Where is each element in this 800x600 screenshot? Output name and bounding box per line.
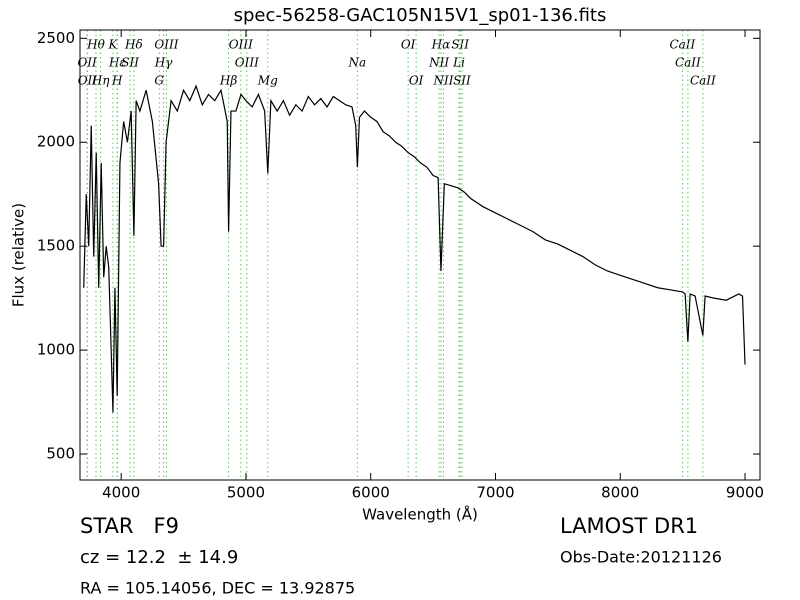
survey: LAMOST DR1	[560, 514, 698, 538]
y-tick-label: 2500	[37, 29, 75, 47]
x-tick-label: 9000	[726, 484, 764, 502]
x-tick-label: 6000	[352, 484, 390, 502]
coordinates: RA = 105.14056, DEC = 13.92875	[80, 579, 355, 598]
line-label: OIII	[229, 38, 253, 52]
line-label: CaII	[669, 38, 695, 52]
line-label: SII	[451, 38, 469, 52]
y-tick-label: 2000	[37, 133, 75, 151]
line-label: CaII	[675, 56, 701, 70]
object-class: STAR F9	[80, 514, 179, 538]
line-label: NII	[432, 74, 453, 88]
y-tick-label: 1500	[37, 237, 75, 255]
y-tick-label: 500	[46, 445, 75, 463]
line-label: Hβ	[219, 74, 237, 88]
x-tick-label: 5000	[227, 484, 265, 502]
line-label: SII	[121, 56, 139, 70]
line-label: Hδ	[124, 38, 143, 52]
line-label: CaII	[690, 74, 716, 88]
line-label: Na	[348, 56, 367, 70]
line-label: OI	[409, 74, 424, 88]
line-label: OII	[78, 74, 98, 88]
line-label: Hθ	[86, 38, 105, 52]
line-label: OI	[401, 38, 416, 52]
line-label: OIII	[235, 56, 259, 70]
x-tick-label: 4000	[102, 484, 140, 502]
line-label: H	[111, 74, 123, 88]
obs-date: Obs-Date:20121126	[560, 548, 722, 567]
y-tick-label: 1000	[37, 341, 75, 359]
line-label: Li	[452, 56, 465, 70]
spectrum-line	[83, 84, 746, 413]
chart-title: spec-56258-GAC105N15V1_sp01-136.fits	[234, 5, 607, 26]
line-label: Hγ	[154, 56, 173, 70]
line-label: Mg	[257, 74, 278, 88]
plot-frame	[79, 29, 761, 481]
line-label: K	[107, 38, 118, 52]
x-tick-label: 7000	[476, 484, 514, 502]
y-axis-label: Flux (relative)	[10, 203, 28, 307]
line-label: Hα	[431, 38, 451, 52]
line-label: Hη	[91, 74, 110, 88]
redshift: cz = 12.2 ± 14.9	[80, 547, 238, 568]
line-label: SII	[453, 74, 471, 88]
x-tick-label: 8000	[601, 484, 639, 502]
line-label: G	[154, 74, 164, 88]
line-label: OIII	[154, 38, 178, 52]
line-label: NII	[428, 56, 449, 70]
x-axis-label: Wavelength (Å)	[362, 505, 478, 524]
